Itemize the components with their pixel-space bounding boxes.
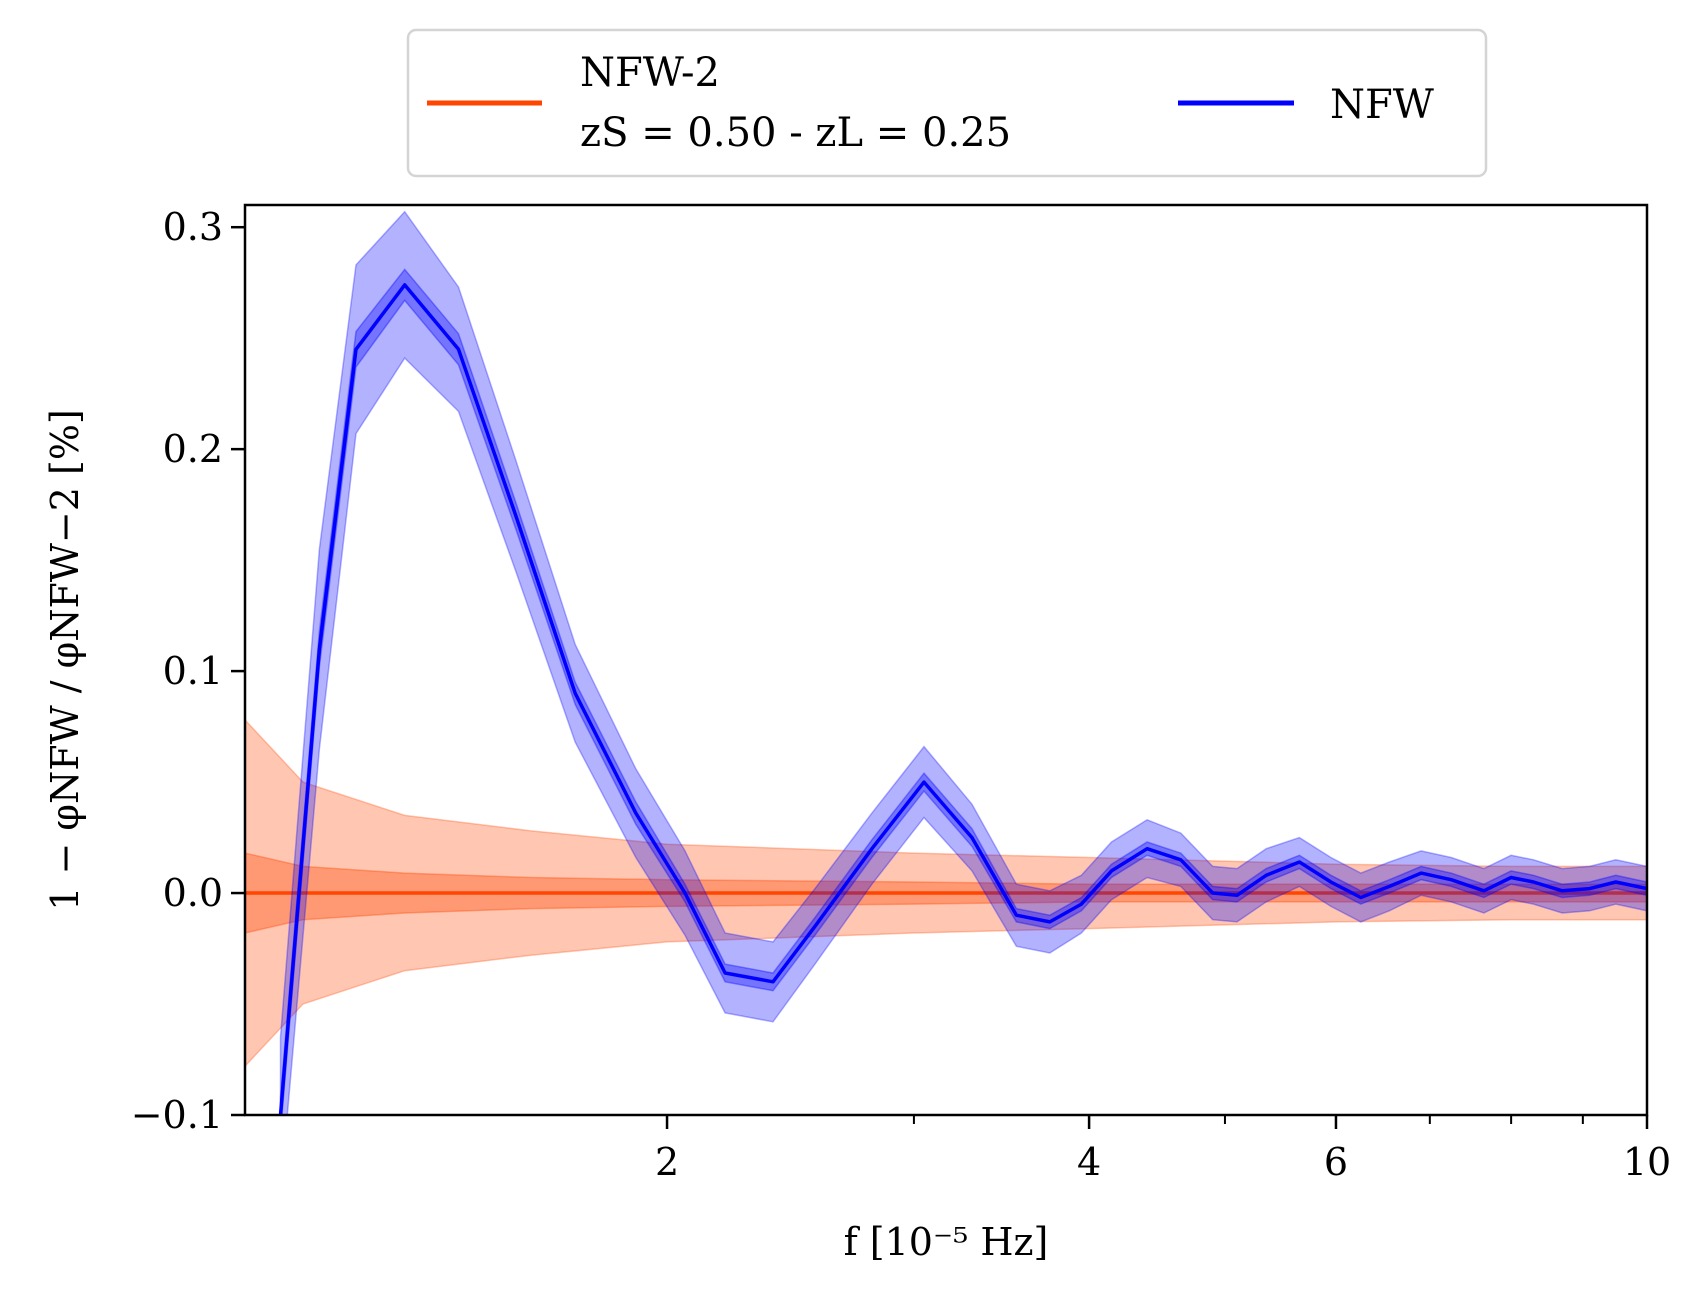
series-nfw-line <box>278 283 1647 1115</box>
legend: NFW-2 zS = 0.50 - zL = 0.25 NFW <box>406 28 1488 178</box>
x-axis-title: f [10⁻⁵ Hz] <box>844 1220 1049 1264</box>
y-tick-label-3: 0.2 <box>163 427 223 471</box>
legend-label-nfw2: NFW-2 <box>580 50 720 96</box>
plot-area <box>245 210 1647 1115</box>
legend-label-nfw2-redshift: zS = 0.50 - zL = 0.25 <box>580 110 1011 156</box>
legend-frame <box>406 28 1488 178</box>
y-tick-label-4: 0.3 <box>163 205 223 249</box>
axis-ticks: 2 4 6 10 −0.1 0.0 0.1 0.2 0.3 <box>131 205 1671 1184</box>
legend-label-nfw: NFW <box>1330 82 1434 128</box>
y-axis-title: 1 − φNFW / φNFW−2 [%] <box>43 409 87 911</box>
x-tick-label-4: 4 <box>1077 1140 1101 1184</box>
y-tick-label-2: 0.1 <box>163 649 223 693</box>
y-tick-label-0: −0.1 <box>131 1093 223 1137</box>
series-nfw-inner-band <box>279 268 1647 1115</box>
axes-frame <box>243 203 1649 1117</box>
x-tick-label-10: 10 <box>1623 1140 1671 1184</box>
x-tick-label-2: 2 <box>655 1140 679 1184</box>
y-tick-label-1: 0.0 <box>163 871 223 915</box>
x-tick-label-6: 6 <box>1324 1140 1348 1184</box>
series-nfw-outer-band <box>279 210 1647 1115</box>
